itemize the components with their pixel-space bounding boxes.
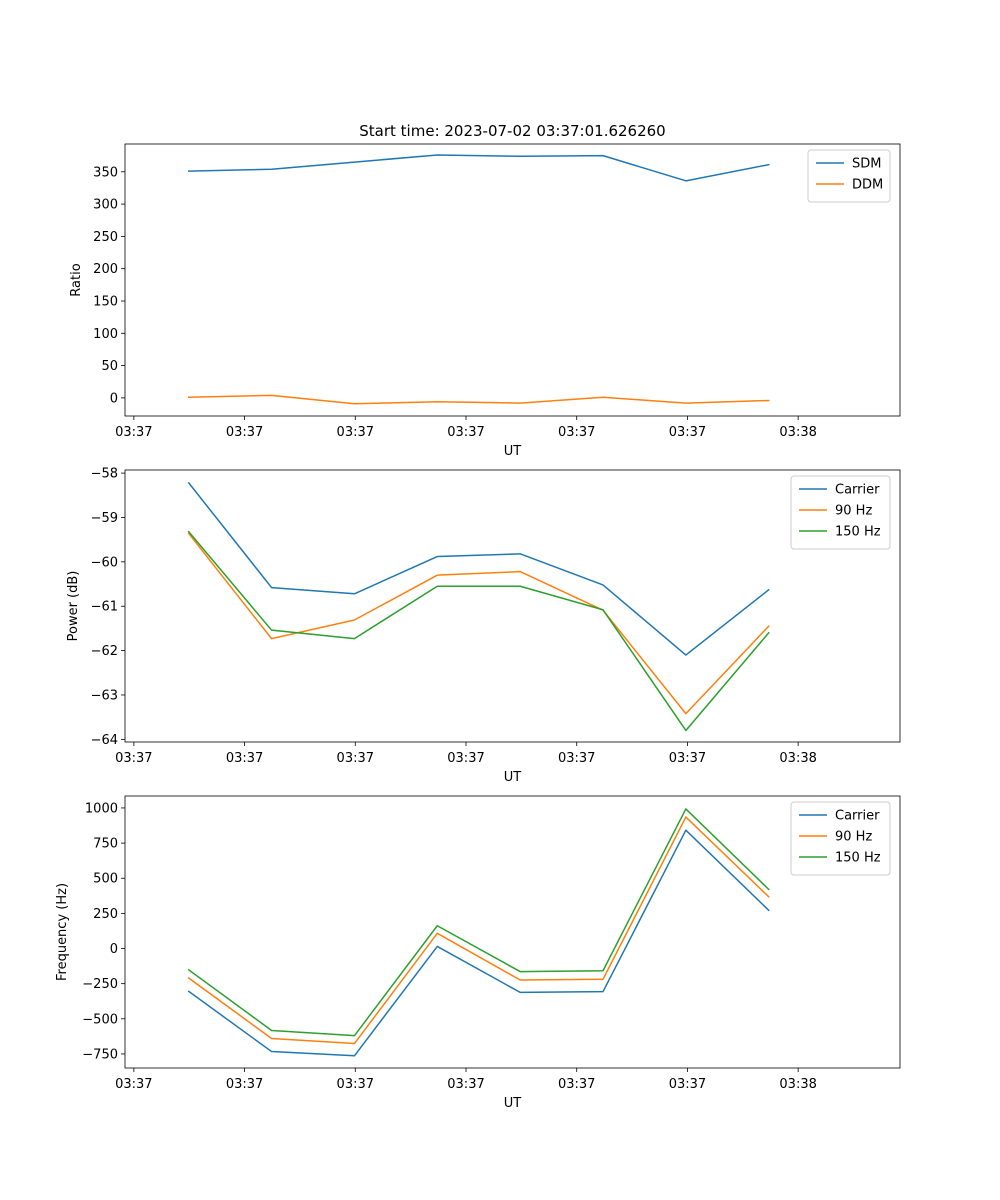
y-tick-label: 350 bbox=[93, 165, 118, 180]
y-tick-label: 100 bbox=[93, 327, 118, 342]
x-tick-label: 03:37 bbox=[115, 425, 152, 440]
y-tick-label: −750 bbox=[82, 1047, 118, 1062]
y-tick-label: −250 bbox=[82, 977, 118, 992]
x-axis-label: UT bbox=[504, 1096, 522, 1111]
x-tick-label: 03:37 bbox=[337, 751, 374, 766]
y-tick-label: −63 bbox=[91, 688, 118, 703]
legend-label: 150 Hz bbox=[835, 851, 881, 866]
y-tick-label: 250 bbox=[93, 230, 118, 245]
y-tick-label: 0 bbox=[110, 391, 118, 406]
legend: Carrier 90 Hz 150 Hz bbox=[790, 801, 891, 876]
legend: Carrier 90 Hz 150 Hz bbox=[790, 475, 891, 550]
y-tick-label: −61 bbox=[91, 600, 118, 615]
y-tick-label: −59 bbox=[91, 511, 118, 526]
x-tick-label: 03:37 bbox=[226, 751, 263, 766]
x-tick-label: 03:38 bbox=[779, 425, 816, 440]
y-tick-label: 200 bbox=[93, 262, 118, 277]
x-tick-label: 03:37 bbox=[669, 425, 706, 440]
x-axis-label: UT bbox=[504, 444, 522, 459]
legend-label: 150 Hz bbox=[835, 525, 881, 540]
x-tick-label: 03:37 bbox=[669, 1077, 706, 1092]
y-tick-label: −62 bbox=[91, 644, 118, 659]
legend-label: DDM bbox=[852, 178, 883, 193]
x-tick-label: 03:37 bbox=[558, 1077, 595, 1092]
legend-label: 90 Hz bbox=[835, 504, 872, 519]
legend-label: Carrier bbox=[835, 809, 880, 824]
y-tick-label: 150 bbox=[93, 294, 118, 309]
chart-title: Start time: 2023-07-02 03:37:01.626260 bbox=[359, 122, 665, 140]
y-tick-label: 750 bbox=[93, 837, 118, 852]
x-tick-label: 03:37 bbox=[669, 751, 706, 766]
y-tick-label: 1000 bbox=[85, 801, 118, 816]
y-tick-label: −60 bbox=[91, 555, 118, 570]
x-tick-label: 03:38 bbox=[779, 751, 816, 766]
series-line-90-hz bbox=[187, 816, 770, 1045]
axes-frame bbox=[124, 795, 901, 1069]
series-line-150-hz bbox=[187, 808, 770, 1037]
x-tick-label: 03:37 bbox=[558, 425, 595, 440]
chart-3: 03:37 03:37 03:37 03:37 03:37 03:37 03:38 −750 −… bbox=[55, 795, 901, 1111]
series-line-150-hz bbox=[187, 530, 770, 732]
y-tick-label: 50 bbox=[101, 359, 118, 374]
y-tick-label: −58 bbox=[91, 467, 118, 482]
x-tick-label: 03:37 bbox=[115, 1077, 152, 1092]
chart-1: 03:37 03:37 03:37 03:37 03:37 03:37 03:38 0 50 10… bbox=[69, 122, 901, 459]
series-line-ddm bbox=[187, 394, 770, 405]
x-tick-label: 03:37 bbox=[447, 1077, 484, 1092]
x-tick-label: 03:37 bbox=[447, 751, 484, 766]
axes-frame bbox=[124, 143, 901, 417]
series-line-carrier bbox=[187, 829, 770, 1057]
y-axis-label: Frequency (Hz) bbox=[55, 883, 70, 981]
y-tick-label: −64 bbox=[91, 733, 118, 748]
x-tick-label: 03:38 bbox=[779, 1077, 816, 1092]
legend: SDM DDM bbox=[807, 149, 891, 203]
y-axis-label: Power (dB) bbox=[66, 571, 81, 642]
legend-label: SDM bbox=[852, 157, 881, 172]
x-tick-label: 03:37 bbox=[115, 751, 152, 766]
legend-label: Carrier bbox=[835, 483, 880, 498]
x-tick-label: 03:37 bbox=[447, 425, 484, 440]
series-line-carrier bbox=[187, 481, 770, 656]
series-line-sdm bbox=[187, 154, 770, 182]
y-axis-label: Ratio bbox=[69, 263, 84, 296]
x-tick-label: 03:37 bbox=[337, 1077, 374, 1092]
y-tick-label: −500 bbox=[82, 1012, 118, 1027]
chart-2: 03:37 03:37 03:37 03:37 03:37 03:37 03:38 −64 −6… bbox=[66, 467, 901, 785]
x-tick-label: 03:37 bbox=[558, 751, 595, 766]
x-tick-label: 03:37 bbox=[226, 1077, 263, 1092]
x-tick-label: 03:37 bbox=[226, 425, 263, 440]
y-tick-label: 250 bbox=[93, 907, 118, 922]
y-tick-label: 500 bbox=[93, 872, 118, 887]
x-axis-label: UT bbox=[504, 770, 522, 785]
x-tick-label: 03:37 bbox=[337, 425, 374, 440]
y-tick-label: 0 bbox=[110, 942, 118, 957]
y-tick-label: 300 bbox=[93, 198, 118, 213]
legend-label: 90 Hz bbox=[835, 830, 872, 845]
series-line-90-hz bbox=[187, 532, 770, 715]
